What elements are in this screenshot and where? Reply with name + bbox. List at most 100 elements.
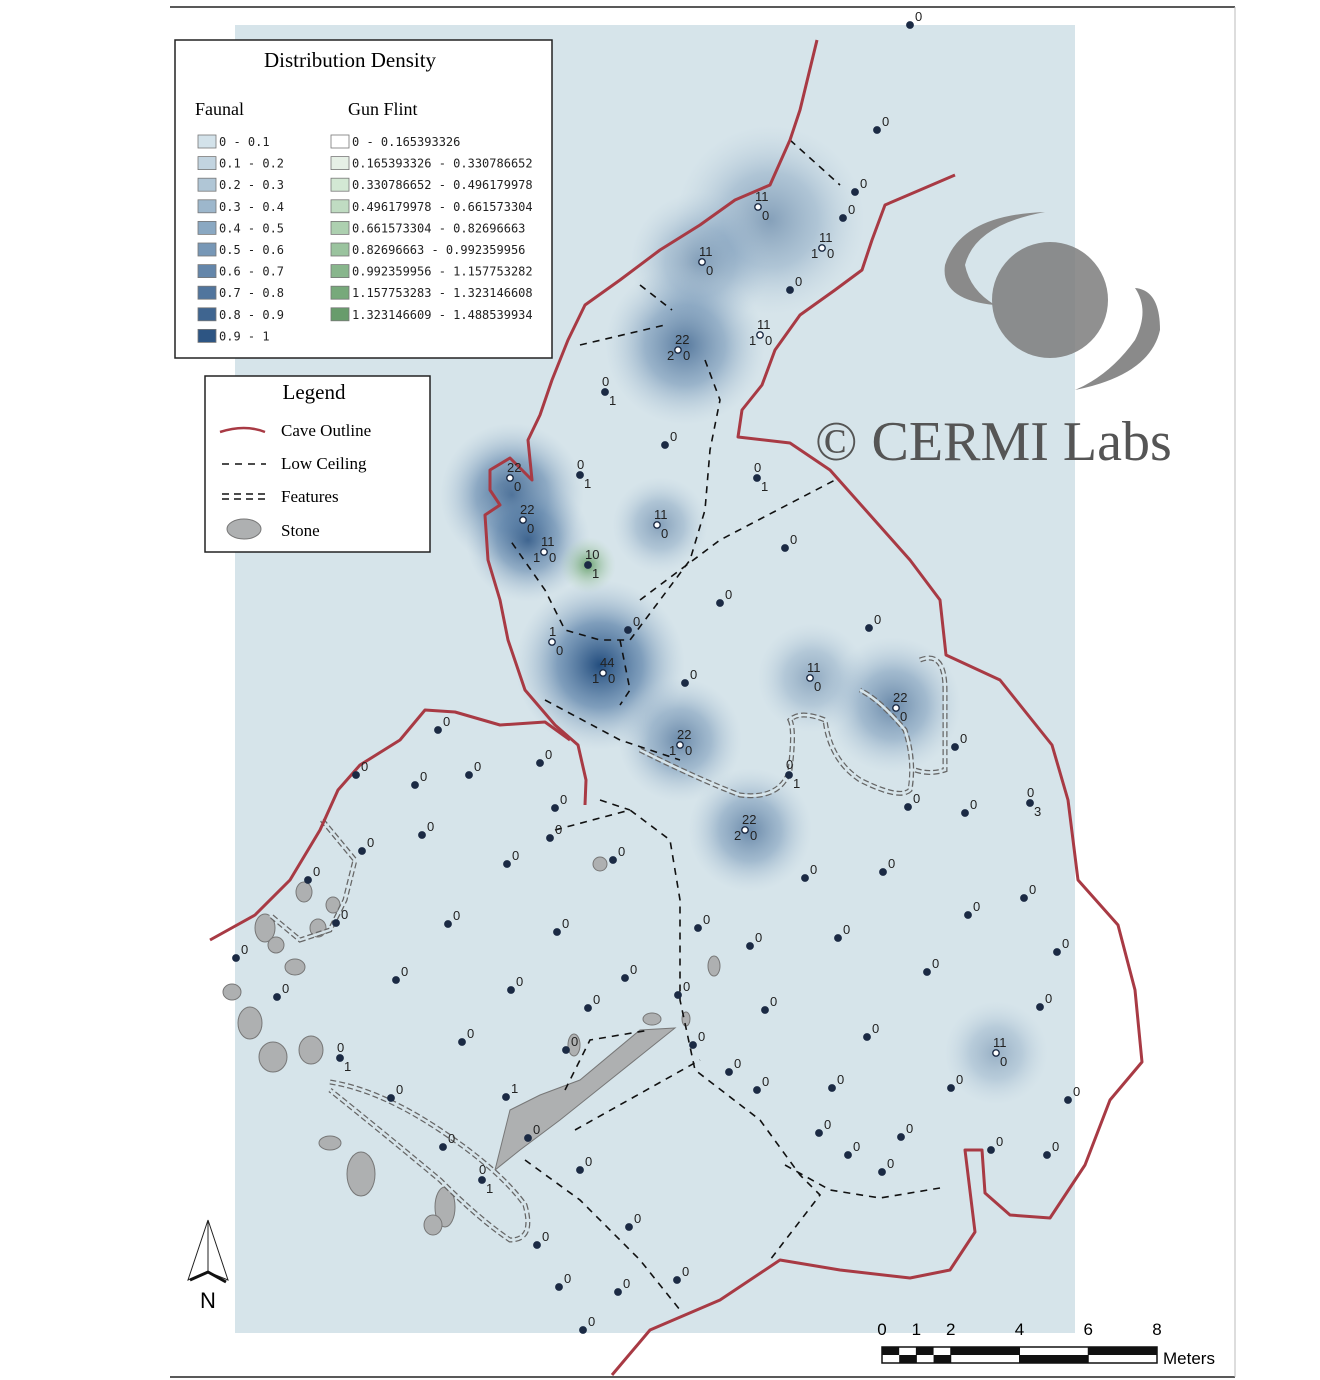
sample-point [624,626,632,634]
point-label: 2 [734,828,741,843]
feature [329,1080,530,1242]
low-ceiling-line [554,809,822,1261]
low-ceiling-line [524,1159,681,1311]
point-label: 0 [514,479,521,494]
point-label: 0 [755,930,762,945]
sample-point [873,126,881,134]
low-ceiling-line [574,1059,701,1131]
sample-point [434,726,442,734]
north-arrow-half [207,1219,229,1281]
legend-swatch [197,220,217,235]
sample-point [387,1094,395,1102]
point-label: 0 [932,956,939,971]
legend-swatch [197,328,217,343]
legend-swatch [330,242,350,257]
point-label: 0 [562,916,569,931]
legend-class-label: 0.82696663 - 0.992359956 [352,243,525,257]
legend-symbol [226,518,262,540]
point-label: 11 [993,1035,1007,1050]
sample-point [536,759,544,767]
sample-point [844,1151,852,1159]
scale-tick-label: 2 [946,1320,955,1339]
sample-point [756,331,764,339]
stone [295,881,313,903]
point-label: 0 [560,792,567,807]
density-legend-box [174,39,553,359]
point-label: 0 [448,1131,455,1146]
sample-point [761,1006,769,1014]
scale-tick-label: 8 [1152,1320,1161,1339]
sample-point [625,1223,633,1231]
sample-point [458,1038,466,1046]
point-label: 11 [819,230,833,245]
point-label: 22 [507,460,521,475]
point-label: 0 [960,731,967,746]
sample-point [332,919,340,927]
sample-point [904,803,912,811]
point-label: 0 [634,1211,641,1226]
faunal-heading: Faunal [195,99,244,119]
cave-outline-path [610,173,1144,1376]
point-label: 22 [520,502,534,517]
density-blob [466,478,590,602]
sample-point [232,954,240,962]
sample-point [1036,1003,1044,1011]
legend-class-label: 0.6 - 0.7 [219,265,284,279]
point-label: 0 [754,460,761,475]
sample-point [562,1046,570,1054]
point-label: 0 [690,667,697,682]
sample-point [716,599,724,607]
stone [707,955,721,977]
point-label: 22 [893,690,907,705]
point-label: 0 [996,1134,1003,1149]
point-label: 0 [906,1121,913,1136]
point-label: 22 [742,812,756,827]
legend-swatch [197,307,217,322]
point-label: 0 [882,114,889,129]
point-label: 0 [427,819,434,834]
legend-swatch [330,264,350,279]
sample-point [806,674,814,682]
point-label: 0 [545,747,552,762]
point-label: 0 [512,848,519,863]
point-label: 11 [541,534,555,549]
logo-circle [992,242,1108,358]
stone [642,1012,662,1026]
sample-point [506,474,514,482]
point-label: 0 [682,1264,689,1279]
sample-point [698,258,706,266]
point-label: 0 [661,526,668,541]
stone [258,1041,288,1073]
sample-point [584,561,592,569]
scale-tick-label: 0 [877,1320,886,1339]
point-label: 22 [675,332,689,347]
point-label: 0 [361,759,368,774]
legend-class-label: 0.2 - 0.3 [219,178,284,192]
scale-tick-label: 4 [1015,1320,1024,1339]
features [268,655,948,1243]
density-blob [605,265,765,425]
point-label: 0 [900,709,907,724]
point-label: 0 [887,1156,894,1171]
sample-point [947,1084,955,1092]
stone [325,896,341,914]
scale-tick-label: 6 [1084,1320,1093,1339]
point-label: 0 [725,587,732,602]
point-label: 0 [670,429,677,444]
sample-point [879,868,887,876]
point-label: 0 [602,374,609,389]
point-label: 0 [527,521,534,536]
legend-class-label: 0.4 - 0.5 [219,221,284,235]
legend-swatch [197,264,217,279]
point-label: 0 [533,1122,540,1137]
point-label: 0 [683,348,690,363]
sample-point [576,1166,584,1174]
point-label: 0 [765,333,772,348]
point-label: 1 [549,624,556,639]
legend-swatch [330,199,350,214]
point-label: 0 [516,974,523,989]
sample-point [753,1086,761,1094]
sample-point [1064,1096,1072,1104]
